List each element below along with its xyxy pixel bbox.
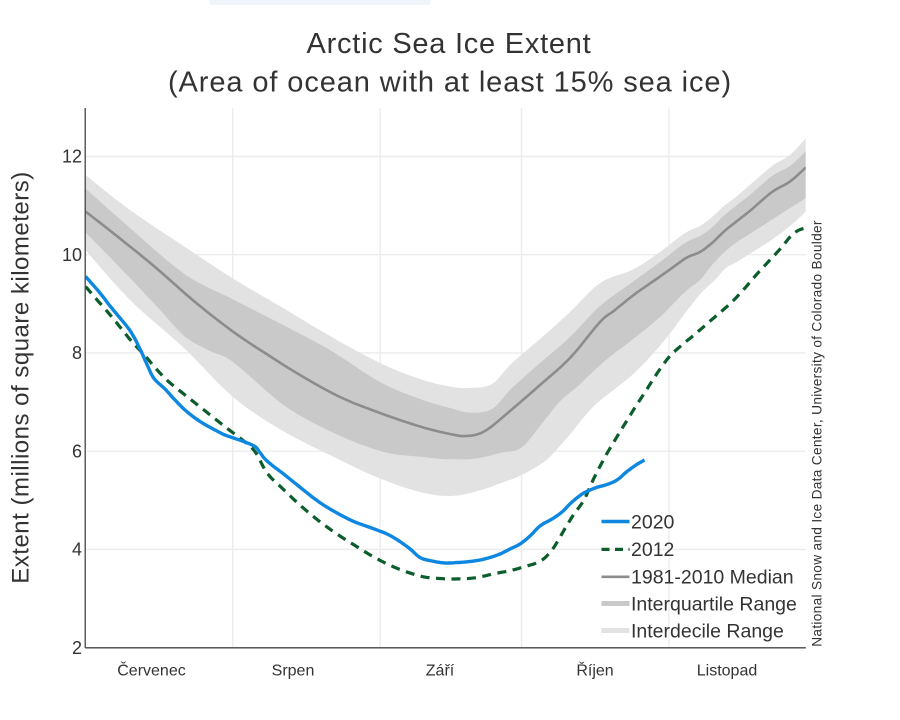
svg-text:(Area of ocean with at least 1: (Area of ocean with at least 15% sea ice… [168,67,732,99]
svg-text:1981-2010 Median: 1981-2010 Median [631,567,794,589]
svg-text:6: 6 [72,441,82,461]
svg-text:National Snow and Ice Data Cen: National Snow and Ice Data Center, Unive… [810,220,825,647]
svg-text:Interdecile Range: Interdecile Range [631,620,784,642]
svg-text:Říjen: Říjen [576,661,613,680]
svg-text:Září: Září [426,663,455,680]
svg-text:Červenec: Červenec [117,661,185,680]
svg-text:2020: 2020 [631,511,675,533]
svg-text:10: 10 [62,245,82,265]
svg-text:Extent (millions of square kil: Extent (millions of square kilometers) [7,171,34,583]
svg-text:2012: 2012 [631,539,674,561]
svg-text:Arctic Sea Ice Extent: Arctic Sea Ice Extent [307,28,592,60]
svg-text:Srpen: Srpen [272,663,315,680]
svg-text:Listopad: Listopad [697,663,758,680]
svg-text:2: 2 [72,638,82,658]
svg-text:Interquartile Range: Interquartile Range [631,593,797,615]
svg-text:4: 4 [72,540,82,560]
svg-text:12: 12 [62,147,82,167]
svg-text:8: 8 [72,343,82,363]
